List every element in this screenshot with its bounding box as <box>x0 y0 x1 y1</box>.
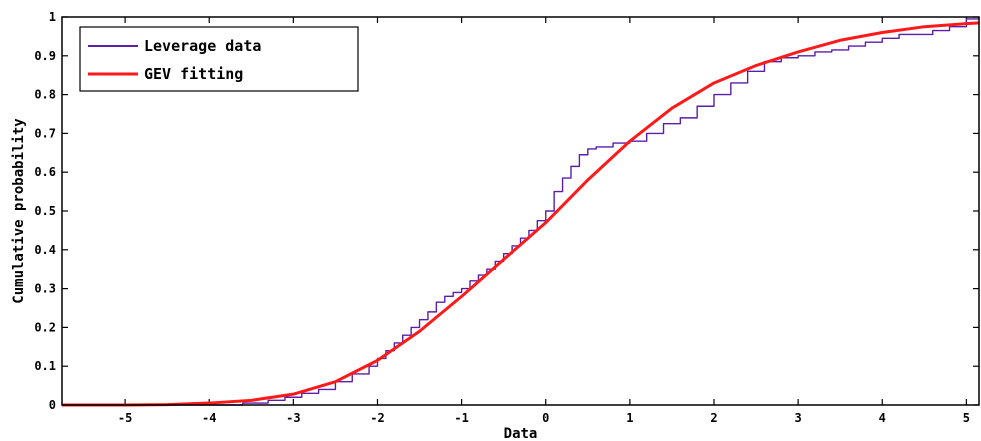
x-tick-label: 4 <box>879 411 886 425</box>
plot-frame <box>61 16 980 406</box>
y-axis: 0 0.1 0.2 0.3 0.4 0.5 0.6 0.7 0.8 0.9 1 <box>34 10 979 412</box>
x-tick-label: 5 <box>963 411 970 425</box>
y-tick-label: 0 <box>49 398 56 412</box>
y-tick-label: 0.5 <box>34 204 56 218</box>
y-tick-label: 0.1 <box>34 359 56 373</box>
x-tick-label: 2 <box>710 411 717 425</box>
x-tick-label: -5 <box>118 411 132 425</box>
y-tick-label: 0.6 <box>34 165 56 179</box>
x-tick-label: -2 <box>370 411 384 425</box>
legend-label-gev-fitting: GEV fitting <box>144 65 243 83</box>
y-axis-label: Cumulative probability <box>11 118 27 304</box>
y-tick-label: 0.7 <box>34 126 56 140</box>
y-tick-label: 1 <box>49 10 56 24</box>
x-tick-label: -1 <box>454 411 468 425</box>
y-tick-label: 0.2 <box>34 320 56 334</box>
y-tick-label: 0.4 <box>34 243 56 257</box>
series-line-gev-fitting <box>62 21 980 407</box>
x-tick-label: -4 <box>202 411 216 425</box>
x-axis-label: Data <box>504 426 538 441</box>
series-layer <box>62 17 980 407</box>
y-tick-label: 0.3 <box>34 282 56 296</box>
legend-box <box>79 26 359 92</box>
legend-label-leverage-data: Leverage data <box>144 37 261 55</box>
x-axis: -5 -4 -3 -2 -1 0 1 2 3 4 5 <box>118 17 970 425</box>
y-tick-label: 0.8 <box>34 88 56 102</box>
x-tick-label: 0 <box>542 411 549 425</box>
x-tick-label: 1 <box>626 411 633 425</box>
legend: Leverage data GEV fitting <box>79 26 359 92</box>
x-tick-label: -3 <box>286 411 300 425</box>
x-tick-label: 3 <box>795 411 802 425</box>
y-tick-label: 0.9 <box>34 49 56 63</box>
